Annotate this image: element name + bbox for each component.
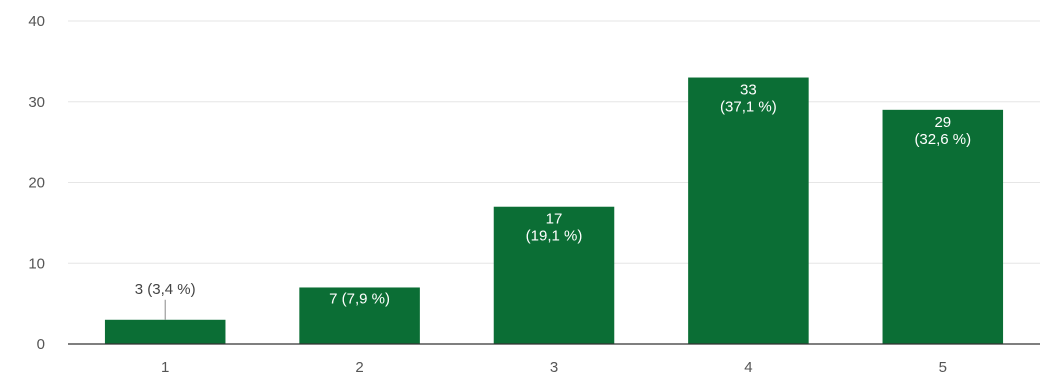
y-tick-label: 30 [28, 94, 45, 111]
data-label: 33 [740, 82, 757, 99]
x-tick-label: 1 [161, 359, 169, 376]
data-label: (37,1 %) [720, 99, 777, 116]
bar [882, 109, 1004, 344]
bar [299, 287, 420, 344]
x-tick-label: 2 [355, 359, 363, 376]
y-axis-ticks: 0 10 20 30 40 [28, 13, 45, 353]
data-label: (32,6 %) [914, 131, 971, 148]
y-tick-label: 20 [28, 175, 45, 192]
bar [104, 319, 226, 344]
y-tick-label: 0 [37, 336, 45, 353]
bar [493, 206, 615, 344]
data-label: 29 [934, 114, 951, 131]
data-label: 7 (7,9 %) [329, 290, 390, 307]
x-axis-ticks: 1 2 3 4 5 [161, 359, 947, 376]
data-labels: 3 (3,4 %) 7 (7,9 %) 17(19,1 %) 33(37,1 %) 29… [135, 82, 971, 320]
y-tick-label: 10 [28, 255, 45, 272]
x-tick-label: 3 [550, 359, 558, 376]
data-label: 17 [546, 211, 563, 228]
data-label: (19,1 %) [526, 228, 583, 245]
data-label: 3 (3,4 %) [135, 281, 196, 298]
x-tick-label: 4 [744, 359, 752, 376]
y-tick-label: 40 [28, 13, 45, 30]
x-tick-label: 5 [939, 359, 947, 376]
bar [688, 77, 809, 345]
bars [104, 77, 1004, 345]
